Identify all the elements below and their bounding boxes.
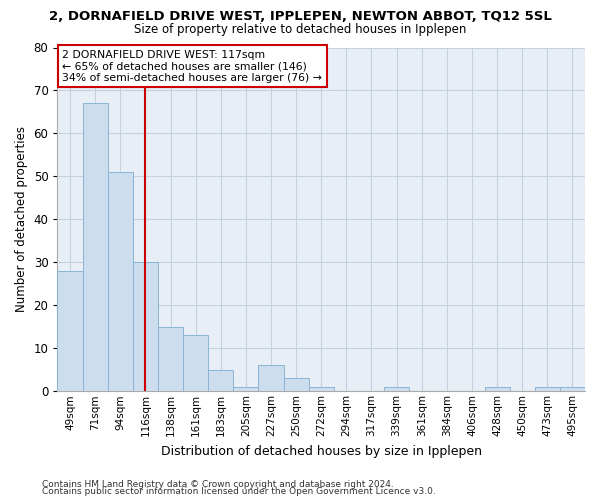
Text: 2 DORNAFIELD DRIVE WEST: 117sqm
← 65% of detached houses are smaller (146)
34% o: 2 DORNAFIELD DRIVE WEST: 117sqm ← 65% of… (62, 50, 322, 83)
Text: 2, DORNAFIELD DRIVE WEST, IPPLEPEN, NEWTON ABBOT, TQ12 5SL: 2, DORNAFIELD DRIVE WEST, IPPLEPEN, NEWT… (49, 10, 551, 23)
Bar (485, 387, 509, 392)
Text: Contains public sector information licensed under the Open Government Licence v3: Contains public sector information licen… (42, 488, 436, 496)
Y-axis label: Number of detached properties: Number of detached properties (15, 126, 28, 312)
X-axis label: Distribution of detached houses by size in Ipplepen: Distribution of detached houses by size … (161, 444, 482, 458)
Bar (233, 387, 259, 392)
Bar (58, 271, 83, 392)
Bar (535, 387, 560, 392)
Bar (259, 366, 284, 392)
Bar (208, 370, 233, 392)
Text: Contains HM Land Registry data © Crown copyright and database right 2024.: Contains HM Land Registry data © Crown c… (42, 480, 394, 489)
Bar (384, 387, 409, 392)
Bar (308, 387, 334, 392)
Bar (284, 378, 308, 392)
Bar (108, 172, 133, 392)
Bar (133, 262, 158, 392)
Text: Size of property relative to detached houses in Ipplepen: Size of property relative to detached ho… (134, 22, 466, 36)
Bar (83, 104, 108, 392)
Bar (560, 387, 585, 392)
Bar (158, 327, 183, 392)
Bar (183, 336, 208, 392)
